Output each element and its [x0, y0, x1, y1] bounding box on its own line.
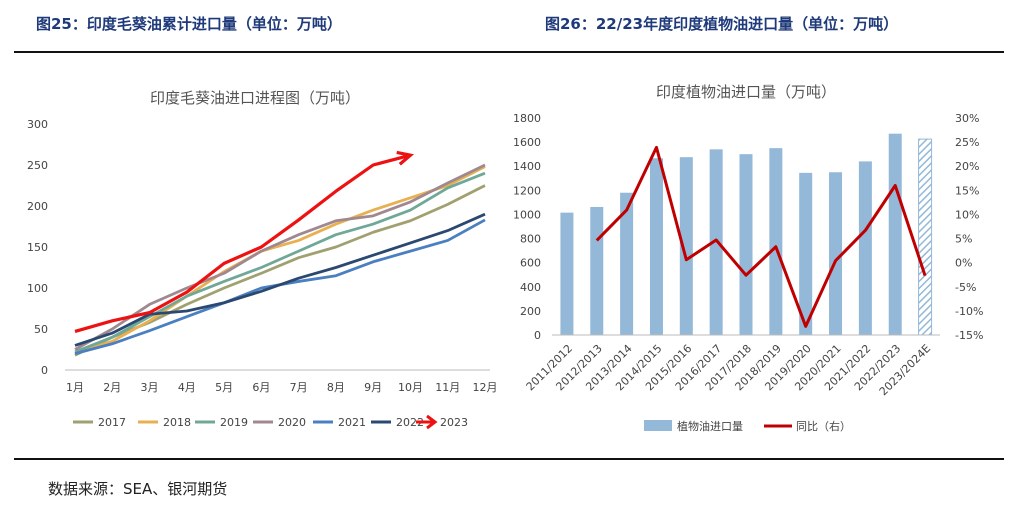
- y2-tick-label: -5%: [955, 281, 976, 294]
- y-tick-label: 0: [534, 329, 541, 342]
- y2-tick-label: -15%: [955, 329, 983, 342]
- y-tick-label: 0: [41, 364, 48, 377]
- y-tick-label: 150: [27, 241, 48, 254]
- x-tick-label: 9月: [364, 381, 382, 394]
- series-line-2020: [74, 163, 486, 351]
- series-line-2018: [74, 165, 486, 355]
- y2-tick-label: 15%: [955, 184, 979, 197]
- legend-label: 植物油进口量: [677, 419, 743, 433]
- legend-marker-bars: [644, 420, 672, 431]
- x-tick-label: 2月: [103, 381, 121, 394]
- x-tick-label: 4月: [178, 381, 196, 394]
- legend-label: 2017: [98, 416, 126, 429]
- series-arrowhead-2023: [396, 150, 415, 166]
- bar-2018/2019: [769, 148, 783, 335]
- y-tick-label: 200: [27, 200, 48, 213]
- y2-tick-label: -10%: [955, 305, 983, 318]
- y-tick-label: 1200: [513, 184, 541, 197]
- legend-label: 同比（右）: [796, 419, 851, 433]
- y-tick-label: 250: [27, 159, 48, 172]
- legend-arrow-2023: [426, 414, 438, 430]
- series-line-2022: [74, 212, 486, 347]
- legend-label: 2021: [338, 416, 366, 429]
- series-line-2023: [74, 153, 411, 333]
- legend-label: 2022: [396, 416, 424, 429]
- x-tick-label: 3月: [141, 381, 159, 394]
- source-note: 数据来源：SEA、银河期货: [48, 480, 228, 498]
- y-tick-label: 800: [520, 233, 541, 246]
- bar-2022/2023: [888, 133, 902, 335]
- y2-tick-label: 5%: [955, 233, 972, 246]
- y-tick-label: 300: [27, 118, 48, 131]
- y-tick-label: 100: [27, 282, 48, 295]
- top-divider: [14, 51, 1004, 53]
- chart-title: 印度毛葵油进口进程图（万吨）: [150, 89, 360, 107]
- chart-title: 印度植物油进口量（万吨）: [656, 83, 836, 101]
- x-tick-label: 7月: [290, 381, 308, 394]
- y2-tick-label: 30%: [955, 112, 979, 125]
- x-tick-label: 5月: [215, 381, 233, 394]
- x-tick-label: 10月: [398, 381, 423, 394]
- y2-tick-label: 20%: [955, 160, 979, 173]
- x-tick-label: 8月: [327, 381, 345, 394]
- bar-2017/2018: [739, 154, 753, 335]
- series-line-2019: [74, 171, 486, 354]
- sunflower-oil-import-chart: 印度毛葵油进口进程图（万吨） 0 50 100 150 200 250 300 1月 2月 3月 4月…: [27, 89, 498, 430]
- bar-2023/2024E: [918, 138, 933, 336]
- legend-label: 2018: [163, 416, 191, 429]
- y-tick-label: 1400: [513, 160, 541, 173]
- vegetable-oil-import-chart: 印度植物油进口量（万吨） 0 200 400 600 800 1000 1200 1400 160…: [513, 83, 983, 433]
- y-tick-label: 1600: [513, 136, 541, 149]
- bar-2012/2013: [590, 206, 604, 335]
- bar-2011/2012: [560, 212, 574, 335]
- x-tick-label: 12月: [473, 381, 498, 394]
- y-tick-label: 50: [34, 323, 48, 336]
- x-tick-label: 6月: [252, 381, 270, 394]
- legend-label: 2019: [220, 416, 248, 429]
- legend-label: 2020: [278, 416, 306, 429]
- yoy-line: [595, 145, 927, 328]
- y-tick-label: 200: [520, 305, 541, 318]
- x-tick-label: 11月: [435, 381, 460, 394]
- y2-tick-label: 0%: [955, 257, 972, 270]
- x-tick-label: 1月: [66, 381, 84, 394]
- y-tick-label: 400: [520, 281, 541, 294]
- bar-2014/2015: [649, 158, 663, 335]
- series-line-2017: [74, 184, 486, 357]
- right-figure-title: 图26：22/23年度印度植物油进口量（单位：万吨）: [545, 14, 899, 33]
- y-tick-label: 1800: [513, 112, 541, 125]
- y2-tick-label: 25%: [955, 136, 979, 149]
- y2-tick-label: 10%: [955, 208, 979, 221]
- bar-2019/2020: [799, 172, 813, 335]
- y-tick-label: 1000: [513, 208, 541, 221]
- y-tick-label: 600: [520, 257, 541, 270]
- bar-2020/2021: [829, 172, 843, 335]
- bar-2021/2022: [858, 161, 872, 335]
- bar-2013/2014: [620, 192, 634, 335]
- bar-2015/2016: [679, 157, 693, 335]
- left-figure-title: 图25：印度毛葵油累计进口量（单位：万吨）: [36, 14, 342, 33]
- bottom-divider: [14, 458, 1004, 460]
- legend-label: 2023: [440, 416, 468, 429]
